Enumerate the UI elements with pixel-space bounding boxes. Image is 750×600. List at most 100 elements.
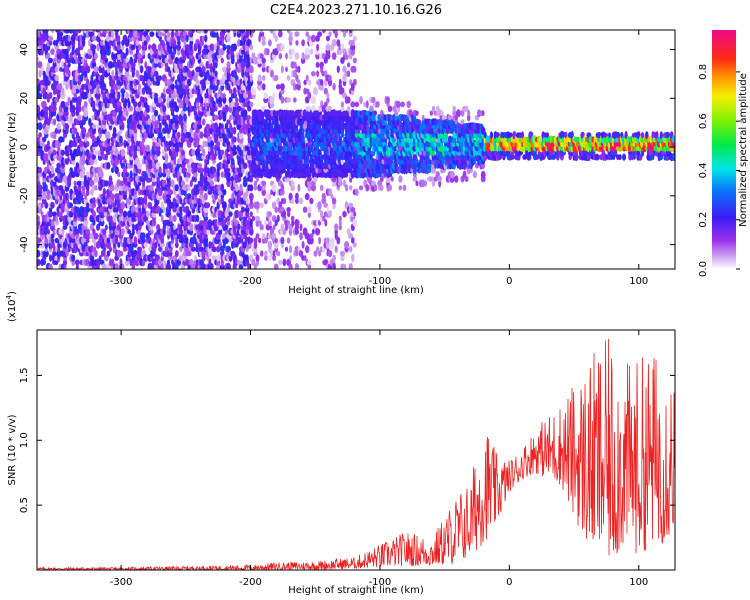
spectrogram-cell	[193, 171, 198, 178]
spectrogram-cell	[353, 211, 357, 217]
spectrogram-cell	[167, 30, 170, 38]
spectrogram-cell	[190, 246, 196, 252]
spectrogram-cell	[190, 263, 196, 269]
spectrogram-cell	[291, 197, 295, 205]
spectrogram-cell	[203, 184, 208, 192]
spectrogram-cell	[46, 88, 50, 94]
spectrogram-cell	[299, 197, 303, 205]
spectrogram-cell	[85, 132, 90, 139]
spectrogram-cell	[61, 136, 65, 143]
spectrogram-cell	[133, 88, 138, 95]
spectrogram-cell	[116, 101, 122, 108]
spectrogram-cell	[197, 242, 202, 248]
spectrogram-cell	[139, 30, 145, 33]
spectrogram-cell	[199, 39, 205, 47]
spectrogram-cell	[137, 162, 142, 170]
spectrogram-cell	[199, 246, 205, 252]
spectrogram-cell	[93, 66, 99, 73]
spectrogram-cell	[338, 78, 342, 86]
spectrogram-cell	[94, 158, 98, 165]
spectrogram-cell	[83, 101, 88, 108]
spectrogram-cell	[332, 254, 336, 262]
spectrogram-cell	[125, 47, 129, 56]
spectrogram-cell	[165, 193, 172, 200]
spectrogram-cell	[48, 263, 53, 269]
spectrogram-cell	[197, 162, 202, 169]
spectrogram-cell	[258, 237, 262, 244]
spectrogram-cell	[331, 197, 337, 205]
spectrogram-cell	[286, 207, 291, 213]
spectrogram-cell	[186, 251, 192, 257]
spectrogram-cell	[278, 259, 283, 266]
spectrogram-cell	[398, 185, 403, 191]
spectrogram-cell	[278, 52, 282, 60]
spectrogram-cell	[93, 232, 99, 240]
spectrogram-cell	[86, 202, 90, 209]
spectrogram-cell	[327, 250, 333, 258]
spectrogram-cell	[203, 44, 209, 51]
spectrogram-cell	[280, 43, 285, 51]
spectrogram-cell	[67, 62, 71, 68]
spectrogram-cell	[46, 52, 51, 60]
spectrogram-cell	[216, 35, 220, 42]
spectrogram-cell	[48, 92, 53, 100]
spectrogram-cell	[51, 30, 54, 34]
spectrogram-cell	[88, 250, 92, 257]
spectrogram-cell	[109, 246, 112, 253]
spectrogram-cell	[257, 74, 262, 82]
spectrogram-cell	[146, 210, 150, 218]
spectrogram-cell	[66, 39, 72, 47]
spectrogram-cell	[96, 123, 101, 130]
spectrogram-cell	[166, 35, 171, 42]
spectrogram-cell	[175, 228, 179, 236]
spectrogram-cell	[313, 87, 318, 96]
spectrogram-cell	[118, 141, 124, 147]
spectrogram-cell	[347, 70, 351, 78]
spectrogram-cell	[81, 158, 86, 165]
spectrogram-cell	[127, 100, 131, 109]
spectrogram-cell	[166, 259, 171, 266]
spectrogram-cell	[318, 236, 321, 245]
spectrogram-cell	[52, 149, 57, 156]
spectrogram-cell	[203, 236, 209, 245]
spectrogram-cell	[93, 149, 99, 156]
spectrogram-cell	[82, 206, 86, 213]
spectrogram-cell	[205, 123, 210, 129]
spectrogram-cell	[201, 70, 207, 77]
spectrogram-cell	[137, 44, 142, 51]
spectrogram-cell	[92, 197, 96, 205]
spectrogram-cell	[175, 237, 179, 244]
spectrogram-cell	[51, 237, 54, 244]
spectrogram-cell	[276, 250, 281, 257]
spectrogram-cell	[189, 93, 194, 99]
spectrogram-cell	[193, 167, 198, 173]
spectrogram-cell	[138, 206, 141, 213]
spectrogram-cell	[203, 215, 209, 222]
spectrogram-cell	[423, 180, 428, 187]
spectrogram-cell	[96, 223, 101, 231]
spectrogram-cell	[104, 57, 109, 64]
spectrogram-cell	[46, 193, 51, 201]
spectrogram-cell	[226, 262, 231, 269]
spectrogram-cell	[250, 87, 256, 96]
spectrogram-cell	[81, 127, 87, 135]
spectrogram-cell	[191, 56, 195, 65]
spectrogram-cell	[472, 170, 478, 179]
spectrogram-cell	[119, 106, 123, 112]
spectrogram-cell	[65, 105, 69, 112]
spectrogram-cell	[280, 236, 285, 245]
spectrogram-cell	[353, 66, 357, 73]
spectrogram-cell	[324, 219, 328, 227]
spectrogram-cell	[233, 144, 237, 152]
spectrogram-cell	[355, 188, 359, 196]
spectrogram-cell	[145, 144, 151, 152]
spectrogram-cell	[41, 193, 47, 200]
spectrogram-cell	[90, 188, 94, 196]
spectrogram-cell	[294, 219, 300, 227]
spectrogram-cell	[302, 206, 308, 213]
spectrogram-cell	[86, 141, 90, 147]
spectrogram-cell	[56, 122, 61, 130]
spectrogram-cell	[164, 61, 169, 68]
spectrogram-cell	[40, 66, 44, 73]
spectrogram-cell	[203, 233, 208, 240]
